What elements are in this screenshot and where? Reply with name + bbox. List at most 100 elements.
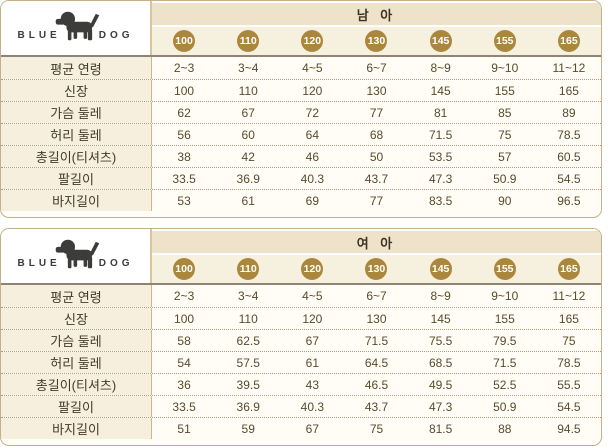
size-value-cell: 11~12 [536,285,601,307]
row-label: 평균 연령 [1,57,152,79]
size-value-cell: 68.5 [408,352,473,373]
dog-logo-icon [55,8,105,44]
row-label: 허리 둘레 [1,352,152,373]
table-row: 신장 100 110 120 130 145 155 165 [1,79,601,101]
size-value-cell: 83.5 [408,190,473,211]
size-cell: 110 [216,27,280,55]
size-cell: 165 [537,255,601,283]
size-badge: 110 [237,258,260,280]
table-row: 가슴 둘레 58 62.5 67 71.5 75.5 79.5 75 [1,329,601,351]
size-value-cell: 72 [280,102,345,123]
boys-gender-header: 남 아 [152,3,601,25]
size-value-cell: 47.3 [408,396,473,417]
size-value-cell: 64.5 [344,352,409,373]
size-value-cell: 38 [152,146,217,167]
size-value-cell: 36.9 [216,168,281,189]
table-row: 총길이(티셔츠) 36 39.5 43 46.5 49.5 52.5 55.5 [1,373,601,395]
size-badge: 155 [493,30,516,52]
size-value-cell: 56 [152,124,217,145]
size-value-cell: 36.9 [216,396,281,417]
size-cell: 100 [152,255,216,283]
size-value-cell: 64 [280,124,345,145]
size-value-cell: 75 [472,124,537,145]
size-value-cell: 77 [344,190,409,211]
size-value-cell: 42 [216,146,281,167]
header-right: 남 아 100 110 120 130 145 155 165 [152,1,601,55]
table-row: 평균 연령 2~3 3~4 4~5 6~7 8~9 9~10 11~12 [1,285,601,307]
size-value-cell: 11~12 [536,57,601,79]
size-value-cell: 68 [344,124,409,145]
size-value-cell: 130 [344,80,409,101]
size-value-cell: 50.9 [472,168,537,189]
size-badge: 100 [173,258,196,280]
table-body: 평균 연령 2~3 3~4 4~5 6~7 8~9 9~10 11~12 신장 100 110 120… [1,283,601,439]
row-label: 평균 연령 [1,285,152,307]
size-value-cell: 79.5 [472,330,537,351]
size-value-cell: 155 [472,308,537,329]
size-cell: 110 [216,255,280,283]
size-cell: 155 [473,27,537,55]
size-value-cell: 4~5 [280,57,345,79]
size-badge: 145 [429,258,452,280]
size-value-cell: 81 [408,102,473,123]
row-label: 신장 [1,308,152,329]
size-badge: 130 [365,30,388,52]
row-label: 가슴 둘레 [1,102,152,123]
size-value-cell: 4~5 [280,285,345,307]
size-value-cell: 8~9 [408,285,473,307]
size-value-cell: 53 [152,190,217,211]
brand-logo: BLUE DOG [1,229,152,283]
size-badge: 110 [237,30,260,52]
size-value-cell: 81.5 [408,418,473,439]
size-value-cell: 46 [280,146,345,167]
size-value-cell: 2~3 [152,285,217,307]
size-value-cell: 59 [216,418,281,439]
size-value-cell: 67 [216,102,281,123]
girls-table-header: BLUE DOG 여 아 100 110 120 130 145 155 165 [1,229,601,283]
table-row: 허리 둘레 56 60 64 68 71.5 75 78.5 [1,123,601,145]
table-row: 총길이(티셔츠) 38 42 46 50 53.5 57 60.5 [1,145,601,167]
size-value-cell: 78.5 [536,124,601,145]
size-value-cell: 100 [152,308,217,329]
size-value-cell: 96.5 [536,190,601,211]
row-label: 총길이(티셔츠) [1,374,152,395]
size-value-cell: 78.5 [536,352,601,373]
size-cell: 120 [280,255,344,283]
dog-logo-icon [55,236,105,272]
size-value-cell: 57 [472,146,537,167]
size-value-cell: 55.5 [536,374,601,395]
size-value-cell: 6~7 [344,57,409,79]
table-row: 바지길이 51 59 67 75 81.5 88 94.5 [1,417,601,439]
girls-gender-header: 여 아 [152,231,601,253]
size-value-cell: 67 [280,418,345,439]
size-value-cell: 69 [280,190,345,211]
size-cell: 120 [280,27,344,55]
size-value-cell: 53.5 [408,146,473,167]
size-value-cell: 51 [152,418,217,439]
size-value-cell: 120 [280,80,345,101]
size-badge: 145 [429,30,452,52]
size-cell: 100 [152,27,216,55]
size-value-cell: 9~10 [472,57,537,79]
row-label: 팔길이 [1,168,152,189]
size-value-cell: 61 [280,352,345,373]
size-value-cell: 130 [344,308,409,329]
size-value-cell: 57.5 [216,352,281,373]
size-value-cell: 120 [280,308,345,329]
size-value-cell: 60.5 [536,146,601,167]
size-value-cell: 6~7 [344,285,409,307]
size-value-cell: 54.5 [536,168,601,189]
size-value-cell: 62.5 [216,330,281,351]
size-value-cell: 36 [152,374,217,395]
boys-size-table: BLUE DOG 남 아 100 110 120 130 145 155 165 평균 연령 2~3 3… [0,0,602,218]
table-row: 허리 둘레 54 57.5 61 64.5 68.5 71.5 78.5 [1,351,601,373]
size-value-cell: 3~4 [216,57,281,79]
size-value-cell: 89 [536,102,601,123]
row-label: 총길이(티셔츠) [1,146,152,167]
size-value-cell: 77 [344,102,409,123]
size-value-cell: 85 [472,102,537,123]
size-badge: 130 [365,258,388,280]
table-body: 평균 연령 2~3 3~4 4~5 6~7 8~9 9~10 11~12 신장 100 110 120… [1,55,601,211]
size-value-cell: 62 [152,102,217,123]
